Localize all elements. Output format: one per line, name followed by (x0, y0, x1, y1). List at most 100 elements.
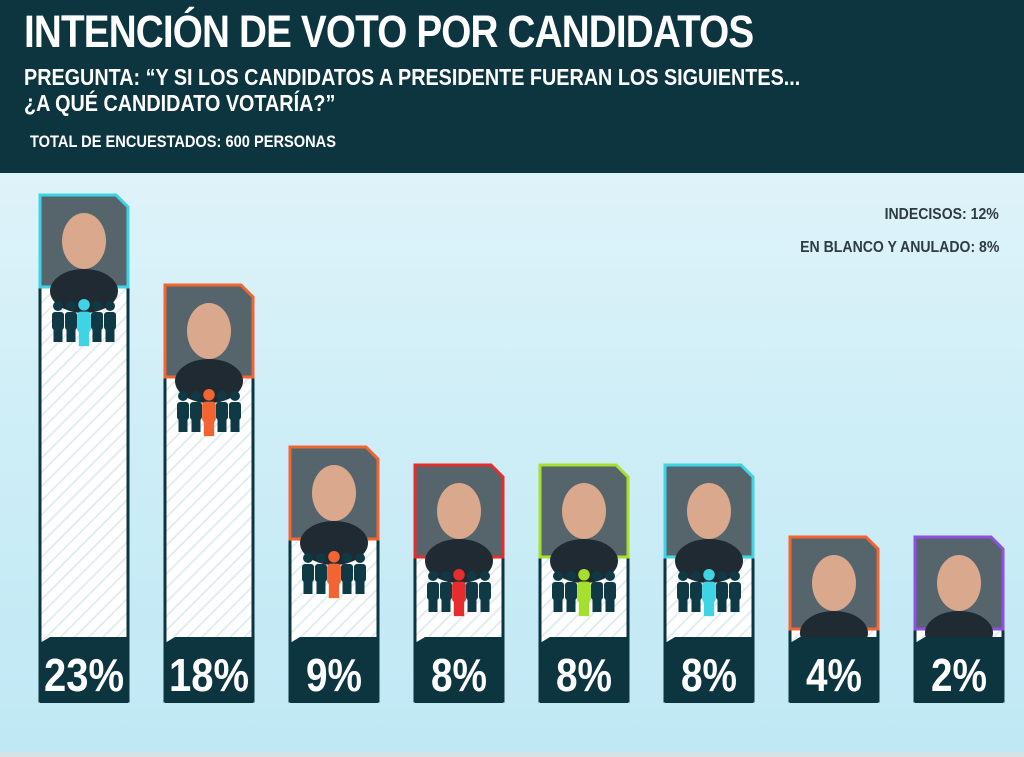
person-dark-icon-head (730, 571, 740, 581)
person-highlight-icon-head (453, 569, 465, 581)
person-highlight-icon-body (577, 581, 591, 603)
person-highlight-icon (77, 299, 91, 347)
person-dark-icon-body (315, 564, 327, 582)
page-title: INTENCIÓN DE VOTO POR CANDIDATOS (24, 6, 754, 57)
person-dark-icon (341, 553, 353, 594)
person-dark-icon-body (229, 402, 241, 420)
candidate-photo-4 (413, 463, 505, 583)
person-dark-icon-head (441, 571, 451, 581)
person-dark-icon-head (217, 391, 227, 401)
photo-shoulders-2 (175, 359, 243, 403)
bar-7: 4% (788, 535, 880, 703)
person-dark-icon-body (190, 402, 202, 420)
person-highlight-icon-head (203, 389, 215, 401)
candidate-photo-1 (38, 193, 130, 313)
person-dark-icon-head (355, 553, 365, 563)
person-dark-icon-legs (53, 328, 63, 342)
person-dark-icon-body (604, 582, 616, 600)
person-dark-icon-body (216, 402, 228, 420)
person-dark-icon (354, 553, 366, 594)
person-dark-icon-body (427, 582, 439, 600)
person-dark-icon-legs (303, 580, 313, 594)
person-dark-icon-legs (553, 598, 563, 612)
value-box-2 (165, 637, 253, 703)
people-group-icon (52, 299, 116, 347)
person-dark-icon-body (729, 582, 741, 600)
person-dark-icon-legs (678, 598, 688, 612)
header-banner: INTENCIÓN DE VOTO POR CANDIDATOS PREGUNT… (0, 0, 1024, 173)
bar-frame-1 (38, 285, 130, 703)
person-dark-icon-legs (717, 598, 727, 612)
value-label-1: 23% (44, 649, 124, 701)
person-dark-icon-legs (480, 598, 490, 612)
person-dark-icon-legs (178, 418, 188, 432)
photo-face-2 (187, 303, 231, 359)
value-box-5 (540, 637, 628, 703)
person-dark-icon-head (53, 301, 63, 311)
person-dark-icon-body (65, 312, 77, 330)
bottom-divider (0, 752, 1024, 757)
value-label-4: 8% (431, 649, 487, 701)
person-highlight-icon-legs (328, 582, 340, 599)
people-group-icon (427, 569, 491, 617)
photo-face-3 (312, 465, 356, 521)
person-dark-icon (690, 571, 702, 612)
photo-shoulders-4 (425, 539, 493, 583)
person-dark-icon (65, 301, 77, 342)
people-group-icon (302, 551, 366, 599)
person-dark-icon-legs (566, 598, 576, 612)
photo-face-4 (437, 483, 481, 539)
value-box-8 (915, 637, 1003, 703)
photo-face-1 (62, 213, 106, 269)
person-dark-icon-body (552, 582, 564, 600)
person-dark-icon-head (230, 391, 240, 401)
person-dark-icon-body (440, 582, 452, 600)
person-dark-icon-body (677, 582, 689, 600)
survey-question: PREGUNTA: “Y SI LOS CANDIDATOS A PRESIDE… (24, 64, 801, 116)
person-dark-icon-head (342, 553, 352, 563)
value-box-1 (40, 637, 128, 703)
person-dark-icon-body (354, 564, 366, 582)
person-dark-icon (552, 571, 564, 612)
bars-group: 23% 18% 9% 8% 8% 8% 4% 2% (38, 193, 1005, 703)
person-dark-icon-legs (467, 598, 477, 612)
person-dark-icon-head (691, 571, 701, 581)
people-group-icon (552, 569, 616, 617)
person-dark-icon-head (678, 571, 688, 581)
person-dark-icon-legs (191, 418, 201, 432)
value-label-3: 9% (306, 649, 362, 701)
photo-face-6 (687, 483, 731, 539)
blank-void-note: EN BLANCO Y ANULADO: 8% (799, 239, 999, 256)
person-dark-icon (591, 571, 603, 612)
person-dark-icon (315, 553, 327, 594)
person-highlight-icon-legs (578, 600, 590, 617)
person-dark-icon-legs (217, 418, 227, 432)
person-dark-icon (729, 571, 741, 612)
person-highlight-icon-head (328, 551, 340, 563)
person-dark-icon (229, 391, 241, 432)
person-highlight-icon-body (77, 311, 91, 333)
person-dark-icon-body (91, 312, 103, 330)
person-dark-icon-body (479, 582, 491, 600)
person-highlight-icon-legs (703, 600, 715, 617)
survey-question-line-1: PREGUNTA: “Y SI LOS CANDIDATOS A PRESIDE… (24, 64, 801, 90)
person-highlight-icon-body (452, 581, 466, 603)
person-dark-icon-head (553, 571, 563, 581)
person-dark-icon-head (717, 571, 727, 581)
person-dark-icon (440, 571, 452, 612)
person-dark-icon-legs (691, 598, 701, 612)
bar-3: 9% (288, 445, 380, 703)
photo-shoulders-1 (50, 269, 118, 313)
undecided-note: INDECISOS: 12% (884, 206, 999, 223)
photo-shoulders-6 (675, 539, 743, 583)
person-dark-icon (427, 571, 439, 612)
person-dark-icon-legs (316, 580, 326, 594)
person-dark-icon (52, 301, 64, 342)
person-dark-icon-body (565, 582, 577, 600)
person-dark-icon-head (428, 571, 438, 581)
person-dark-icon-body (177, 402, 189, 420)
photo-face-7 (812, 555, 856, 611)
bar-2: 18% (163, 283, 255, 703)
person-dark-icon-head (191, 391, 201, 401)
person-dark-icon (466, 571, 478, 612)
